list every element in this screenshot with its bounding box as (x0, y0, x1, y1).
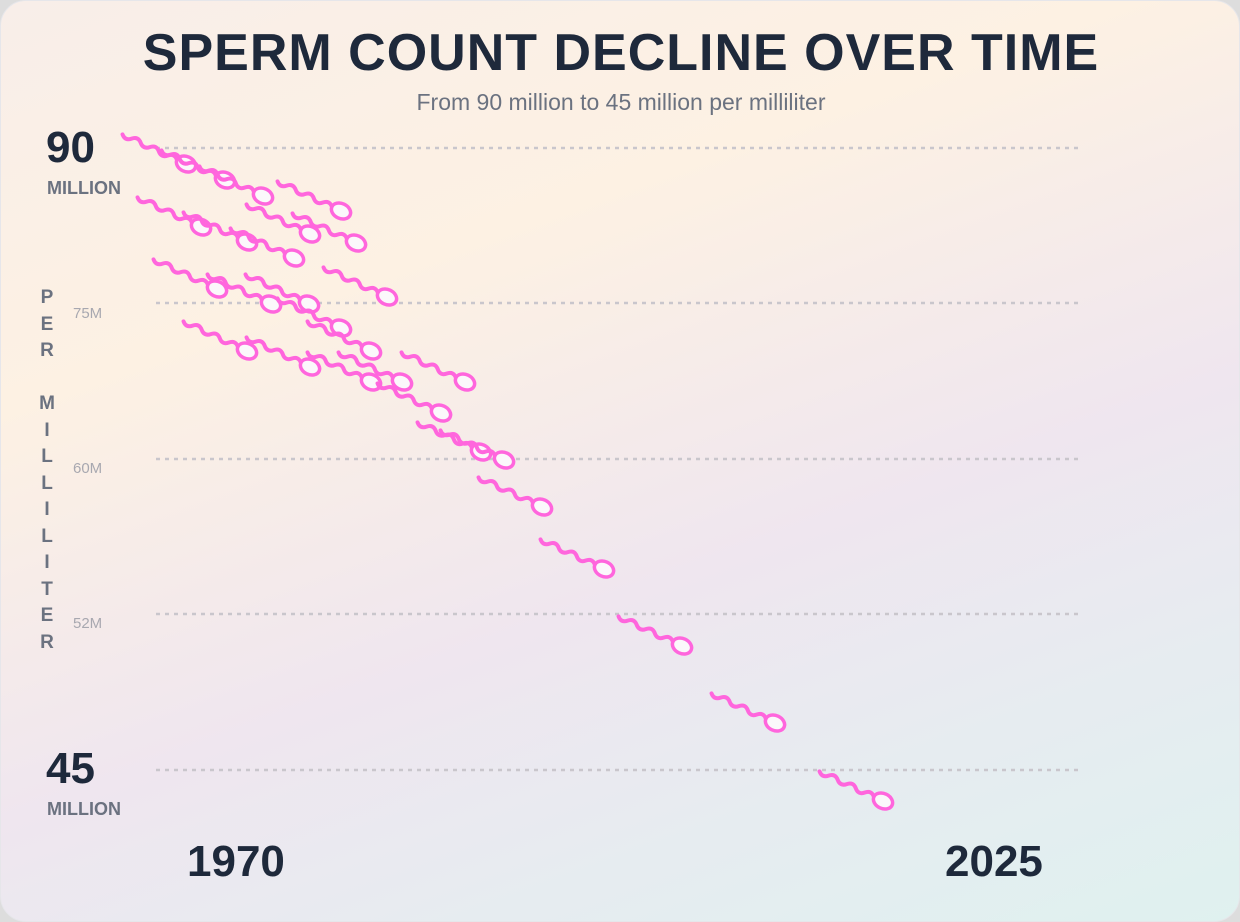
y-tick-label: 52M (73, 615, 103, 632)
sperm-icon (243, 272, 321, 314)
y-top-value: 90 (46, 123, 95, 172)
sperm-icon (817, 769, 895, 811)
y-axis-label-letter: E (40, 313, 54, 335)
x-label-end: 2025 (945, 837, 1043, 886)
sperm-icon (538, 537, 616, 579)
sperm-icon (205, 272, 283, 314)
y-axis-label-letter: R (40, 340, 54, 361)
y-axis-label-letter (37, 365, 57, 392)
y-top-unit: MILLION (47, 178, 121, 198)
sperm-icon (476, 475, 554, 517)
sperm-icon (415, 420, 493, 462)
sperm-icon (228, 226, 306, 268)
y-axis-label-letter: L (41, 525, 53, 547)
y-tick-label: 60M (73, 460, 103, 477)
sperm-icon (616, 614, 694, 656)
sperm-icon (375, 381, 453, 423)
sperm-icon (321, 265, 399, 307)
sperm-icon (244, 335, 322, 377)
sperm-icon (181, 210, 259, 252)
y-axis-label-letter: P (40, 287, 54, 308)
sperm-icon (244, 202, 322, 244)
sperm-icon (438, 428, 516, 470)
sperm-icon (336, 350, 414, 392)
y-axis-label-letter: L (41, 472, 53, 494)
sperm-icon (275, 179, 353, 221)
sperm-icon (197, 164, 275, 206)
sperm-icon (120, 132, 198, 174)
sperm-icon (399, 350, 477, 392)
sperm-icon (305, 319, 383, 361)
y-axis-label-letter: I (44, 499, 50, 520)
y-tick-label: 75M (73, 305, 103, 322)
y-axis-label-letter: E (40, 605, 54, 626)
y-axis-label-letter: M (39, 393, 55, 414)
sperm-icon (181, 319, 259, 361)
chart-subtitle: From 90 million to 45 million per millil… (416, 89, 826, 115)
y-axis-label-letter: L (41, 446, 53, 467)
y-bottom-value: 45 (46, 744, 95, 793)
y-axis-label-letter: I (44, 419, 50, 441)
y-bottom-unit: MILLION (47, 799, 121, 819)
sperm-icon (151, 257, 229, 299)
y-axis-label-letter: I (44, 552, 50, 573)
sperm-icon (135, 195, 213, 237)
sperm-icon (709, 691, 787, 733)
sperm-icon (290, 211, 368, 253)
y-axis-label-letter: T (41, 578, 53, 600)
x-label-start: 1970 (187, 837, 285, 886)
chart-title: SPERM COUNT DECLINE OVER TIME (142, 24, 1100, 82)
y-axis-label-letter: R (40, 631, 54, 653)
